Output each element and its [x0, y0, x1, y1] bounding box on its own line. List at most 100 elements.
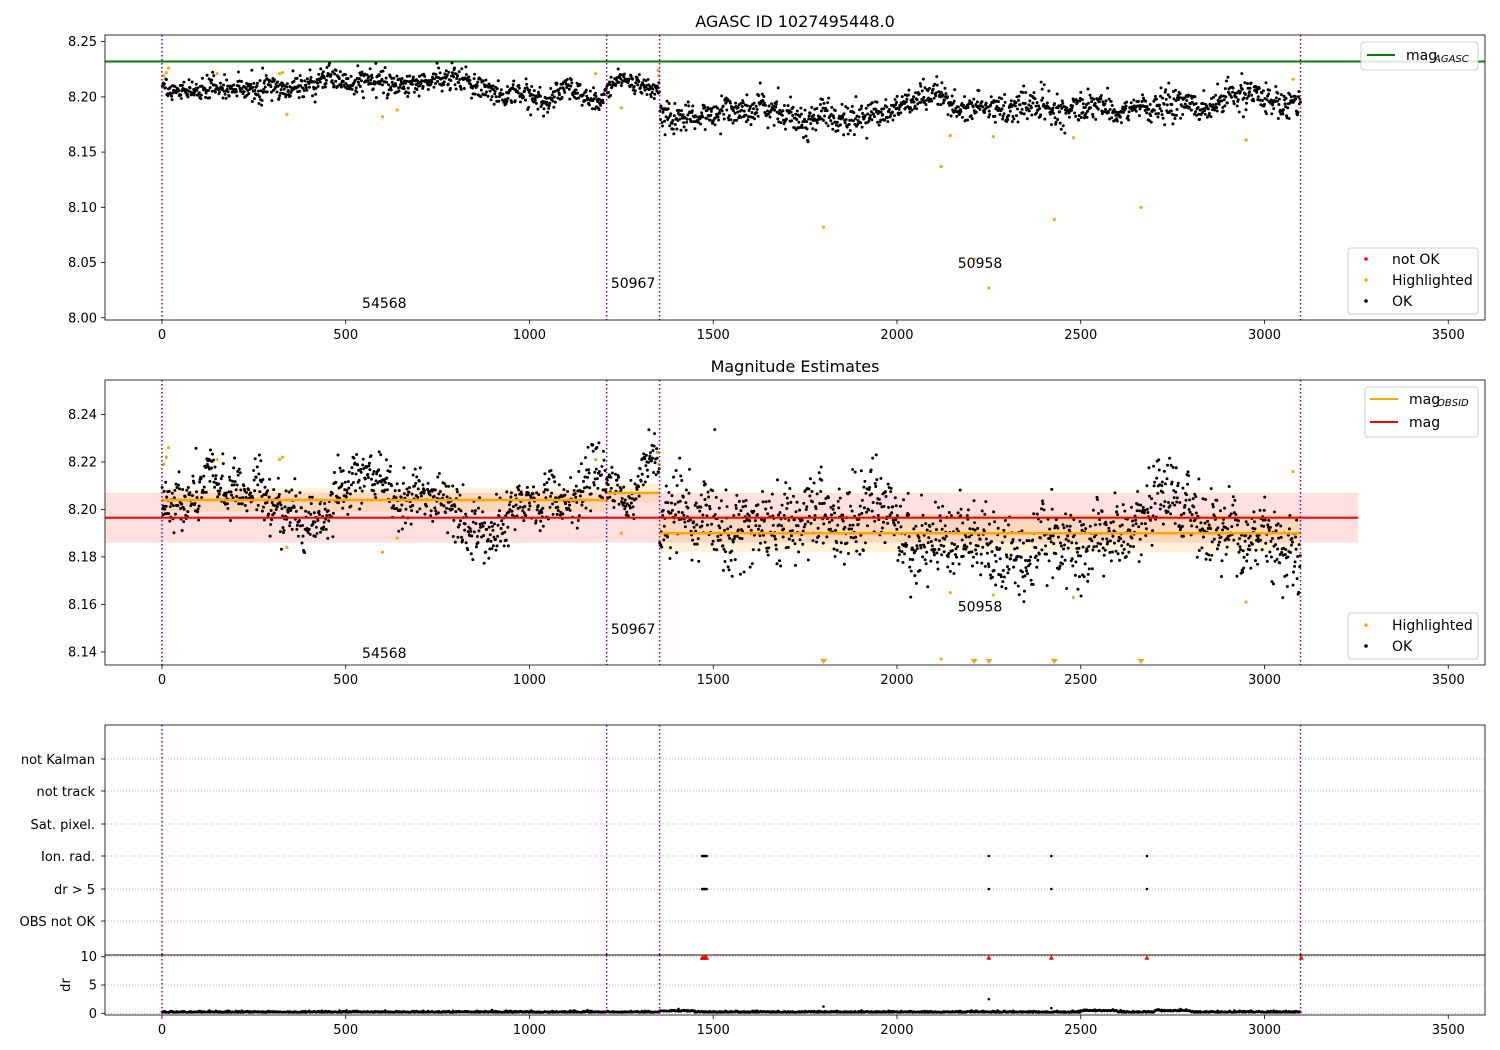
- ok-point: [437, 492, 441, 496]
- ok-point: [1188, 498, 1192, 502]
- ok-point: [313, 534, 317, 538]
- ok-point: [1200, 546, 1204, 550]
- ok-point: [1288, 514, 1292, 518]
- ok-point: [1029, 555, 1033, 559]
- ok-point: [1194, 495, 1198, 499]
- ok-point: [329, 73, 333, 77]
- ok-point: [1051, 106, 1055, 110]
- ok-point: [695, 523, 699, 527]
- ok-point: [831, 127, 835, 131]
- ok-point: [711, 539, 715, 543]
- ok-point: [597, 470, 601, 474]
- ok-point: [202, 474, 206, 478]
- ok-point: [975, 100, 979, 104]
- ok-point: [517, 83, 521, 87]
- ok-point: [177, 483, 181, 487]
- ok-point: [894, 504, 898, 508]
- ok-point: [469, 552, 473, 556]
- ok-point: [200, 76, 204, 80]
- ok-point: [929, 540, 933, 544]
- ok-point: [941, 504, 945, 508]
- ok-point: [279, 503, 283, 507]
- ok-point: [829, 513, 833, 517]
- ok-point: [415, 88, 419, 92]
- ok-point: [492, 535, 496, 539]
- plot-area: [105, 60, 1485, 290]
- ok-point: [1174, 113, 1178, 117]
- ok-point: [1103, 102, 1107, 106]
- ok-point: [287, 506, 291, 510]
- ok-point: [260, 495, 264, 499]
- ok-point: [1244, 520, 1248, 524]
- ok-point: [405, 74, 409, 78]
- ok-point: [691, 538, 695, 542]
- ok-point: [1065, 524, 1069, 528]
- ok-point: [603, 469, 607, 473]
- ok-point: [798, 508, 802, 512]
- x-tick-label: 0: [158, 328, 166, 343]
- ok-point: [1195, 525, 1199, 529]
- ok-point: [992, 568, 996, 572]
- ok-point: [1265, 98, 1269, 102]
- ok-point: [866, 524, 870, 528]
- ok-point: [224, 491, 228, 495]
- ok-point: [586, 475, 590, 479]
- ok-point: [839, 541, 843, 545]
- ok-point: [1281, 112, 1285, 116]
- ok-point: [388, 470, 392, 474]
- ok-point: [707, 495, 711, 499]
- ok-point: [1165, 103, 1169, 107]
- ok-point: [202, 485, 206, 489]
- ok-point: [633, 89, 637, 93]
- ok-point: [1126, 114, 1130, 118]
- ok-point: [432, 85, 436, 89]
- ok-point: [1048, 112, 1052, 116]
- ok-point: [1264, 541, 1268, 545]
- ok-point: [720, 94, 724, 98]
- ok-point: [167, 512, 171, 516]
- ok-point: [195, 496, 199, 500]
- ok-point: [965, 514, 969, 518]
- highlighted-point: [594, 72, 598, 76]
- ok-point: [1025, 539, 1029, 543]
- ok-point: [901, 560, 905, 564]
- ok-point: [1175, 108, 1179, 112]
- ok-point: [208, 96, 212, 100]
- ok-point: [940, 81, 944, 85]
- ok-point: [1022, 112, 1026, 116]
- ok-point: [495, 544, 499, 548]
- ok-point: [1153, 94, 1157, 98]
- ok-point: [722, 112, 726, 116]
- ok-point: [256, 483, 260, 487]
- highlighted-point: [395, 536, 399, 540]
- ok-point: [1156, 115, 1160, 119]
- ok-point: [592, 97, 596, 101]
- ok-point: [344, 495, 348, 499]
- ok-point: [221, 462, 225, 466]
- ok-point: [751, 548, 755, 552]
- ok-point: [1087, 544, 1091, 548]
- ok-point: [367, 75, 371, 79]
- ok-point: [1158, 103, 1162, 107]
- x-tick-label: 1000: [513, 673, 546, 688]
- ok-point: [538, 85, 542, 89]
- ok-point: [527, 501, 531, 505]
- ok-point: [1081, 102, 1085, 106]
- ok-point: [193, 501, 197, 505]
- ok-point: [815, 121, 819, 125]
- ok-point: [207, 457, 211, 461]
- ok-point: [1165, 477, 1169, 481]
- ok-point: [979, 573, 983, 577]
- ok-point: [569, 84, 573, 88]
- ok-point: [617, 475, 621, 479]
- ok-point: [574, 495, 578, 499]
- ok-point: [868, 485, 872, 489]
- ok-point: [669, 501, 673, 505]
- ok-point: [1169, 463, 1173, 467]
- ok-point: [761, 500, 765, 504]
- ok-point: [300, 79, 304, 83]
- ok-point: [226, 90, 230, 94]
- ok-point: [699, 122, 703, 126]
- ok-point: [222, 83, 226, 87]
- ok-point: [245, 82, 249, 86]
